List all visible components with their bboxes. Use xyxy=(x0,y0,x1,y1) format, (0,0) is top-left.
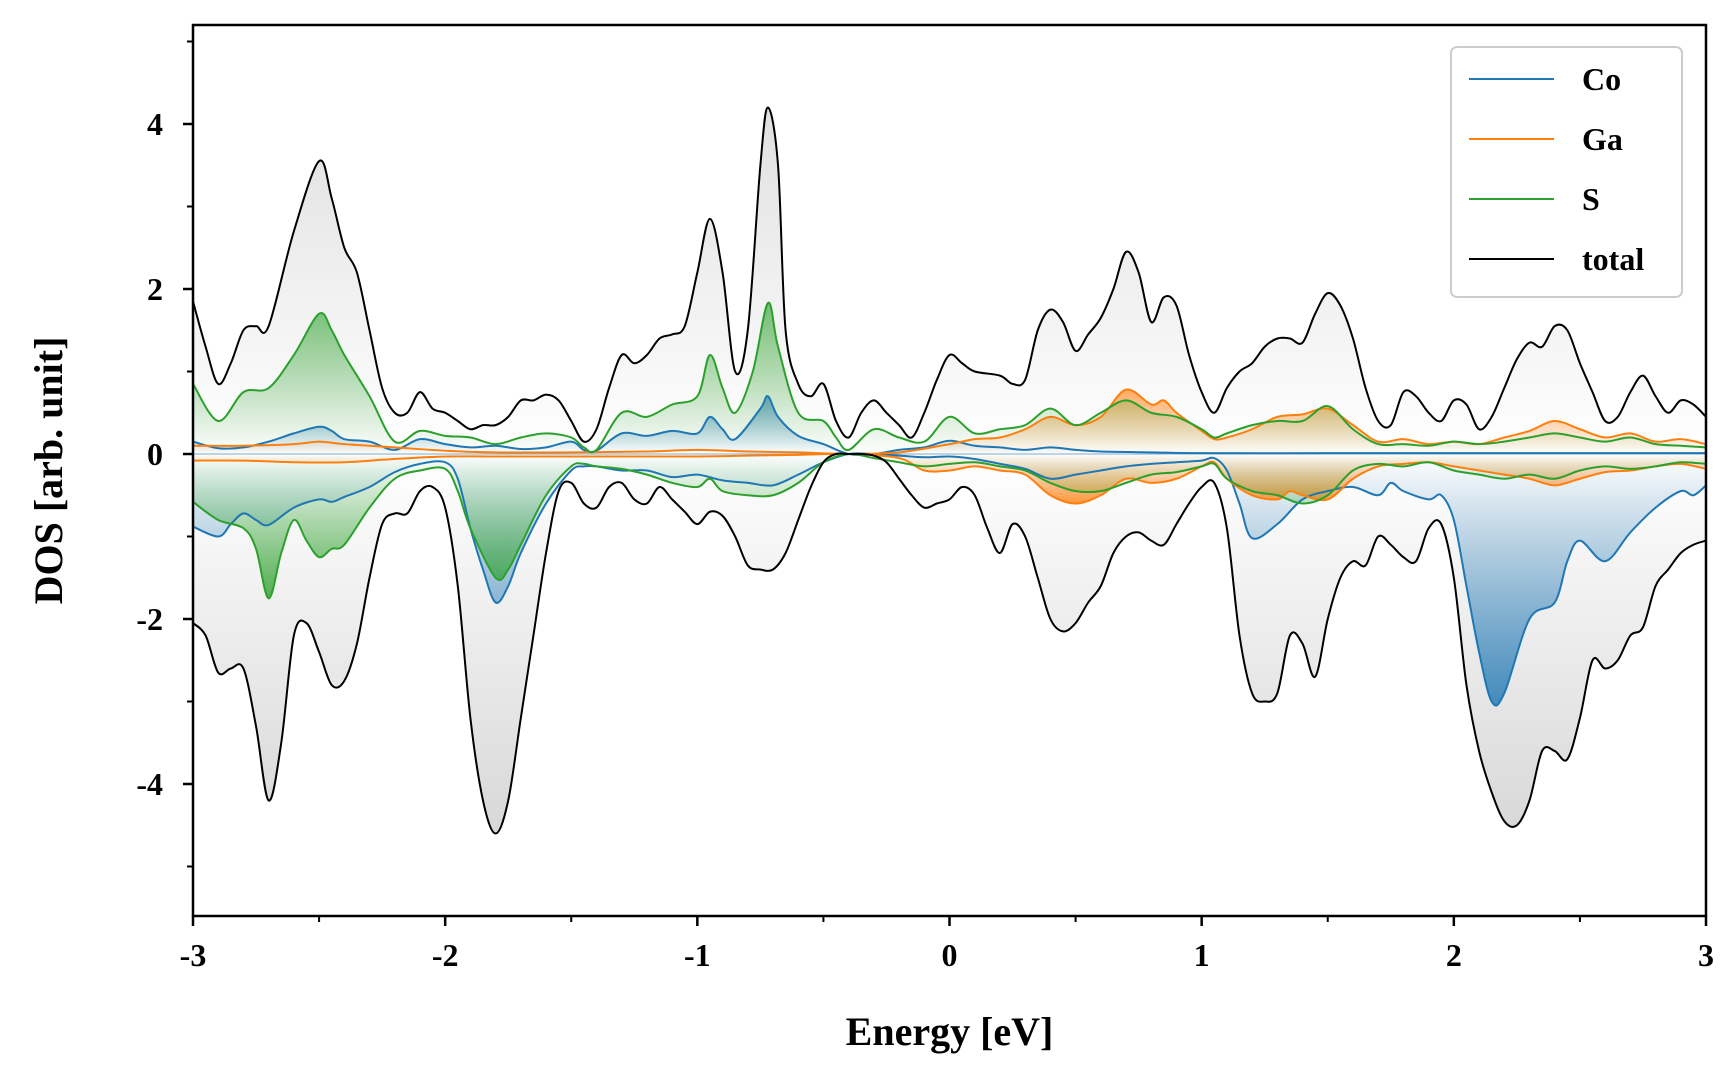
axis-ticks: -3 -2 -1 0 1 2 3 -4 -2 0 2 4 xyxy=(136,40,1714,973)
series-line-total-spin-up xyxy=(193,106,1706,443)
fill-area-total-spin-up xyxy=(193,107,1706,454)
x-tick-label: 0 xyxy=(942,937,958,973)
legend-box xyxy=(1450,46,1683,298)
legend-label-total: total xyxy=(1582,241,1644,277)
series-line-ga-spin-up xyxy=(193,388,1706,455)
series-line-s-spin-down xyxy=(193,452,1706,600)
y-tick-label: 2 xyxy=(147,271,163,307)
legend-label-ga: Ga xyxy=(1582,121,1623,157)
series-line-total-spin-down xyxy=(193,452,1706,835)
x-tick-label: -3 xyxy=(180,937,207,973)
x-tick-label: 2 xyxy=(1446,937,1462,973)
y-tick-label: -4 xyxy=(136,766,163,802)
y-tick-label: 4 xyxy=(147,106,163,142)
series-line-co-spin-up xyxy=(193,395,1706,456)
x-tick-label: 1 xyxy=(1194,937,1210,973)
series-line-s-spin-up xyxy=(193,301,1706,454)
series-lines xyxy=(193,106,1706,835)
legend-label-co: Co xyxy=(1582,61,1621,97)
fill-area-s-spin-down xyxy=(193,453,1706,599)
legend-label-s: S xyxy=(1582,181,1600,217)
x-tick-label: -1 xyxy=(684,937,711,973)
fill-area-s-spin-up xyxy=(193,302,1706,454)
y-tick-label: -2 xyxy=(136,601,163,637)
x-tick-label: 3 xyxy=(1698,937,1714,973)
y-axis-title: DOS [arb. unit] xyxy=(26,337,71,605)
x-tick-label: -2 xyxy=(432,937,459,973)
x-axis-title: Energy [eV] xyxy=(846,1009,1054,1054)
y-tick-label: 0 xyxy=(147,436,163,472)
series-line-co-spin-down xyxy=(193,452,1706,707)
fill-area-total-spin-down xyxy=(193,453,1706,834)
series-line-ga-spin-down xyxy=(193,452,1706,505)
